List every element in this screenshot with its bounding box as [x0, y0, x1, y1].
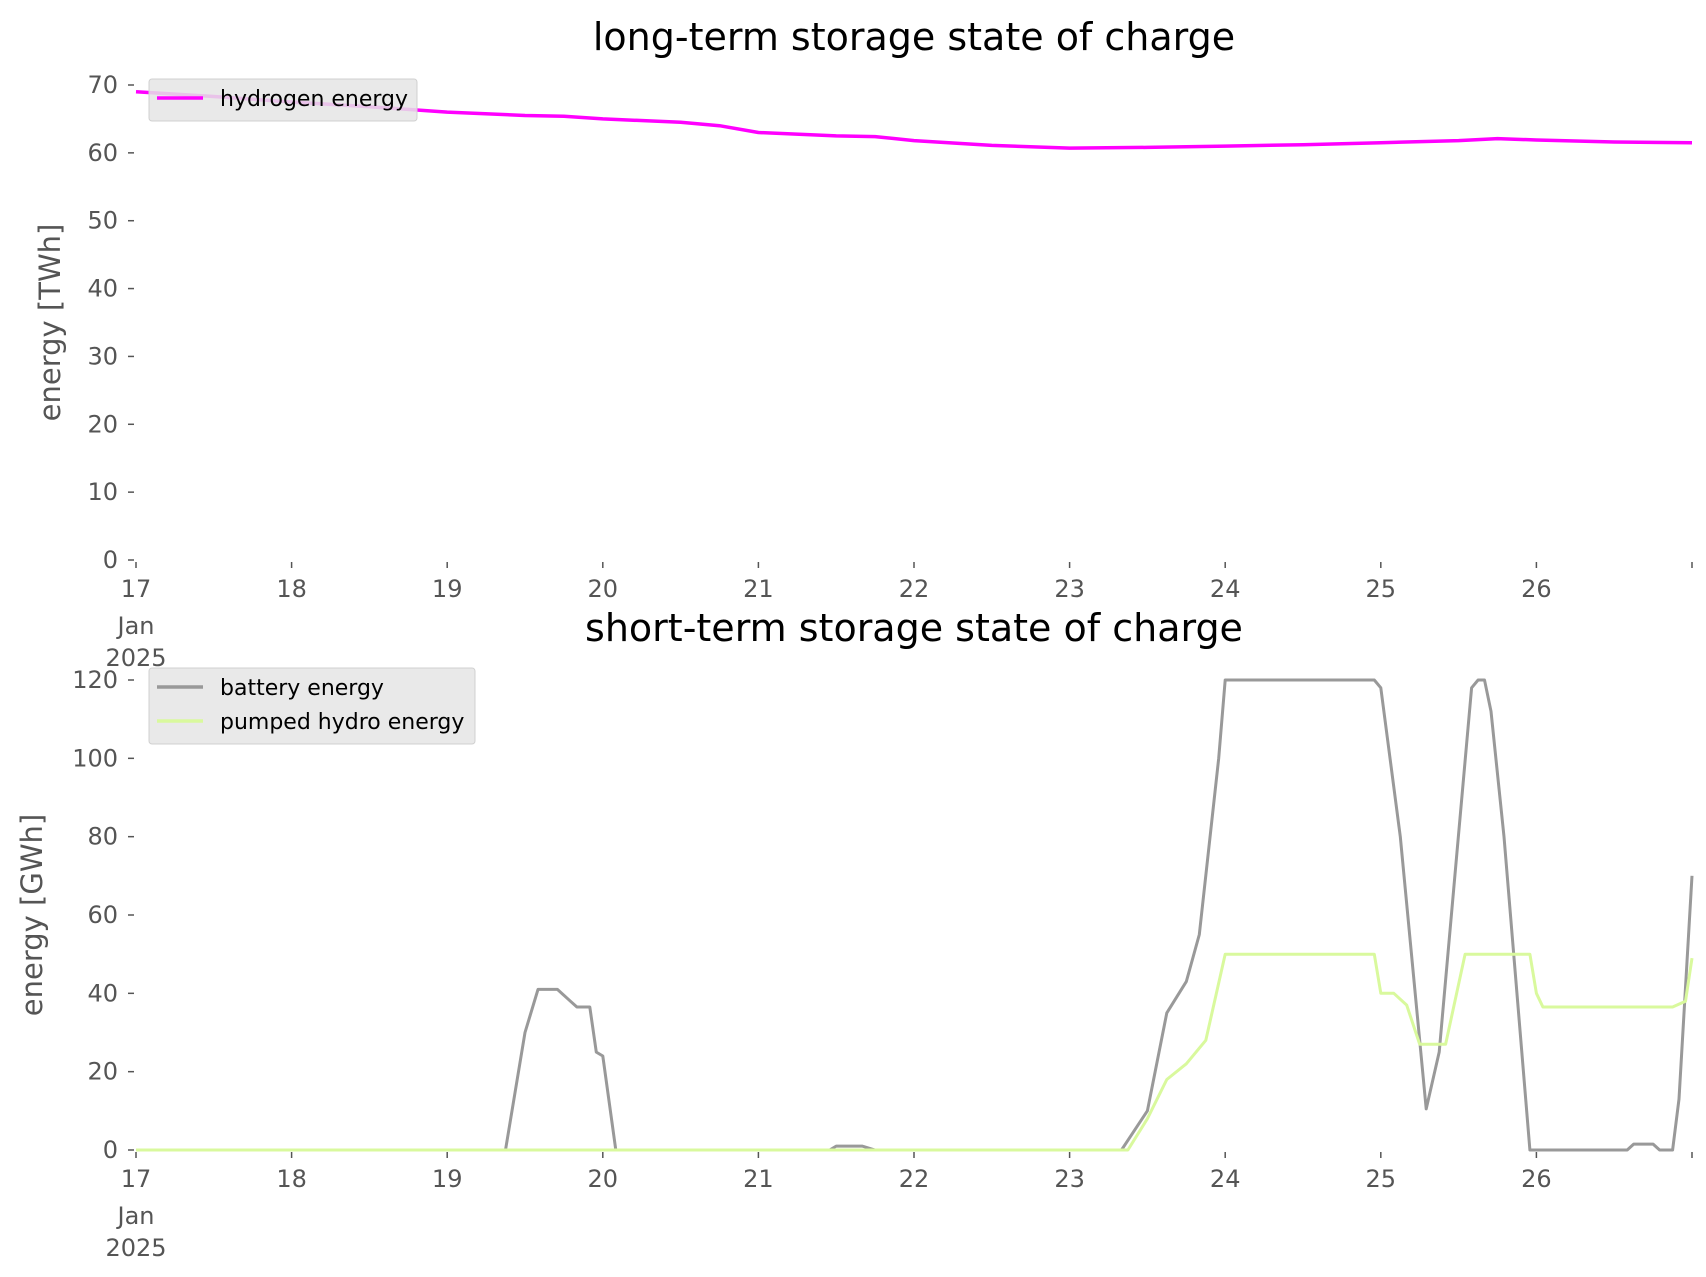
- x-tick-label: 24: [1210, 575, 1241, 603]
- x-tick-label: 19: [432, 1165, 463, 1193]
- x-tick-label: 17: [121, 1165, 152, 1193]
- axis-ticks: 0 20 40 60 80 100 120 17 Jan 2025 18 19 20 21 22 23 24 25…: [72, 666, 1693, 1262]
- long-term-storage-chart: long-term storage state of charge energy…: [33, 15, 1693, 672]
- y-tick-label: 50: [87, 207, 118, 235]
- x-tick-label: 23: [1054, 1165, 1085, 1193]
- legend-label: pumped hydro energy: [220, 710, 464, 735]
- x-tick-label: 22: [899, 1165, 930, 1193]
- x-tick-label: 26: [1521, 1165, 1552, 1193]
- y-axis-label: energy [GWh]: [15, 814, 49, 1016]
- y-tick-label: 20: [87, 410, 118, 438]
- x-tick-label: 26: [1521, 575, 1552, 603]
- series-lines: [135, 90, 1693, 150]
- x-tick-sublabel: 2025: [105, 1234, 166, 1262]
- legend-box: [148, 667, 476, 745]
- legend: hydrogen energy: [148, 78, 418, 122]
- x-tick-label: 22: [899, 575, 930, 603]
- x-tick-label: 18: [276, 575, 307, 603]
- y-tick-label: 60: [87, 139, 118, 167]
- x-tick-label: 18: [276, 1165, 307, 1193]
- y-axis-label: energy [TWh]: [33, 224, 67, 422]
- legend-label: battery energy: [220, 676, 384, 701]
- chart-title: short-term storage state of charge: [585, 606, 1243, 650]
- x-tick-sublabel: Jan: [116, 1202, 155, 1230]
- chart-title: long-term storage state of charge: [593, 15, 1235, 59]
- y-tick-label: 60: [87, 901, 118, 929]
- y-tick-label: 0: [103, 546, 118, 574]
- series-line-1: [136, 952, 1694, 1152]
- x-tick-label: 21: [743, 575, 774, 603]
- series-lines: [136, 678, 1694, 1152]
- legend: battery energy pumped hydro energy: [148, 667, 476, 745]
- y-tick-label: 30: [87, 342, 118, 370]
- y-tick-label: 10: [87, 478, 118, 506]
- short-term-storage-chart: short-term storage state of charge energ…: [15, 606, 1694, 1262]
- axis-ticks: 0 10 20 30 40 50 60 70 17 Jan 2025 18 19 20 21 22 23 24 25…: [87, 71, 1693, 672]
- x-tick-label: 21: [743, 1165, 774, 1193]
- legend-box: [148, 78, 418, 122]
- series-line-0: [136, 678, 1694, 1152]
- legend-label: hydrogen energy: [220, 87, 408, 112]
- y-tick-label: 20: [87, 1058, 118, 1086]
- x-tick-label: 20: [588, 575, 619, 603]
- x-tick-label: 24: [1210, 1165, 1241, 1193]
- x-tick-sublabel: Jan: [116, 612, 155, 640]
- y-tick-label: 0: [103, 1136, 118, 1164]
- y-tick-label: 120: [72, 666, 118, 694]
- x-tick-label: 23: [1054, 575, 1085, 603]
- y-tick-label: 100: [72, 744, 118, 772]
- series-line-0: [135, 90, 1693, 150]
- x-tick-label: 25: [1366, 1165, 1397, 1193]
- x-tick-sublabel: 2025: [105, 644, 166, 672]
- x-tick-label: 25: [1366, 575, 1397, 603]
- y-tick-label: 80: [87, 823, 118, 851]
- x-tick-label: 19: [432, 575, 463, 603]
- x-tick-label: 17: [121, 575, 152, 603]
- x-tick-label: 20: [588, 1165, 619, 1193]
- y-tick-label: 40: [87, 275, 118, 303]
- y-tick-label: 40: [87, 979, 118, 1007]
- y-tick-label: 70: [87, 71, 118, 99]
